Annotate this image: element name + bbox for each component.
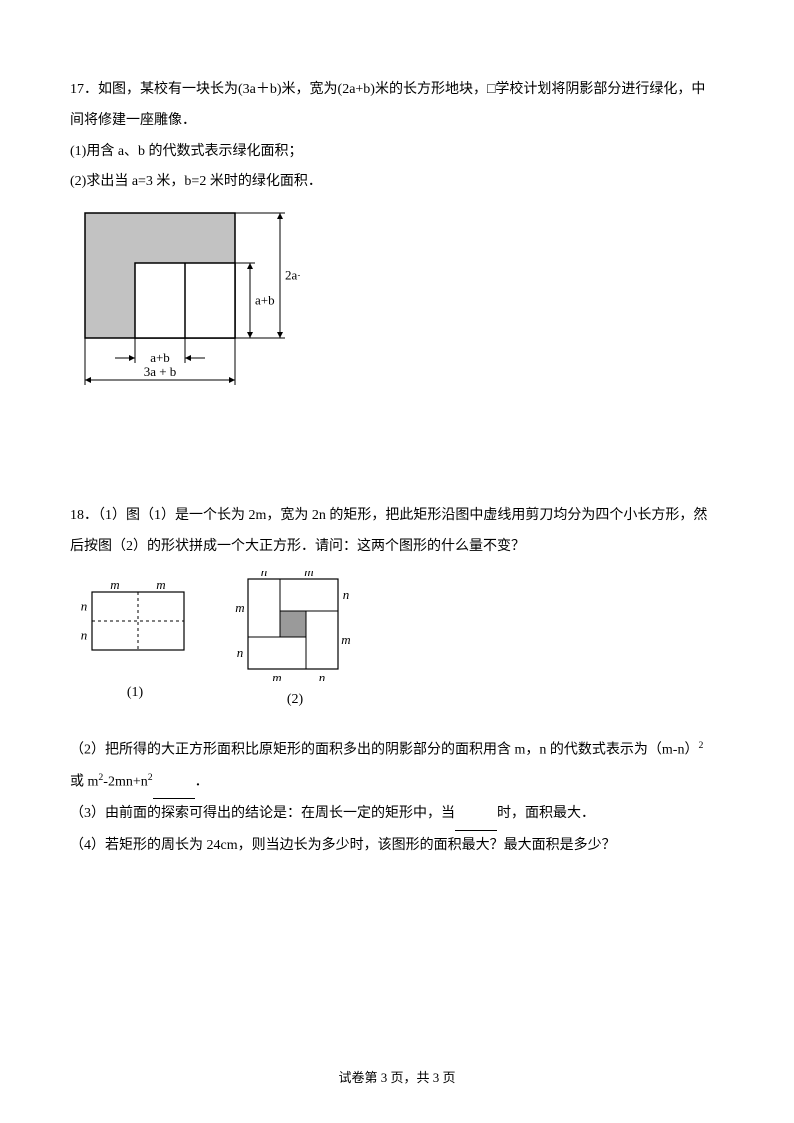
- svg-text:n: n: [261, 571, 268, 579]
- figure-17: a+b2a+ba+b3a + b: [70, 208, 724, 411]
- q17-num: 17: [70, 82, 84, 97]
- svg-text:n: n: [319, 670, 326, 681]
- q17-line1: 17．如图，某校有一块长为(3a＋b)米，宽为(2a+b)米的长方形地块，□学校…: [70, 75, 724, 106]
- svg-text:m: m: [341, 632, 350, 647]
- svg-text:3a + b: 3a + b: [144, 364, 177, 379]
- figure-18-2-svg: n m n m m n m n: [230, 571, 360, 681]
- svg-text:n: n: [237, 645, 244, 660]
- q18-p2-line2: 或 m2-2mn+n2 ．: [70, 767, 724, 799]
- q18-num: 18: [70, 508, 84, 523]
- figure-18-1: m m nn (1): [70, 578, 200, 709]
- svg-text:a+b: a+b: [255, 293, 275, 308]
- page-footer: 试卷第 3 页，共 3 页: [0, 1064, 794, 1093]
- svg-text:n: n: [81, 627, 88, 642]
- figure-18-2: n m n m m n m n (2): [230, 571, 360, 716]
- q18-line1: 18．（1）图（1）是一个长为 2m，宽为 2n 的矩形，把此矩形沿图中虚线用剪…: [70, 501, 724, 532]
- figure-18-1-caption: (1): [127, 678, 143, 709]
- q17-p1: (1)用含 a、b 的代数式表示绿化面积；: [70, 137, 724, 168]
- q18-p4: （4）若矩形的周长为 24cm，则当边长为多少时，该图形的面积最大？最大面积是多…: [70, 831, 724, 862]
- svg-text:m: m: [272, 670, 281, 681]
- svg-text:m: m: [110, 578, 119, 592]
- figure-18-1-svg: m m nn: [70, 578, 200, 674]
- q18-p2-line1: （2）把所得的大正方形面积比原矩形的面积多出的阴影部分的面积用含 m，n 的代数…: [70, 735, 724, 766]
- svg-text:n: n: [343, 587, 350, 602]
- q17-p2: (2)求出当 a=3 米，b=2 米时的绿化面积．: [70, 167, 724, 198]
- svg-text:m: m: [235, 600, 244, 615]
- q17-line2: 间将修建一座雕像．: [70, 106, 724, 137]
- q18-line2: 后按图（2）的形状拼成一个大正方形．请问：这两个图形的什么量不变？: [70, 532, 724, 563]
- problem-17: 17．如图，某校有一块长为(3a＋b)米，宽为(2a+b)米的长方形地块，□学校…: [70, 75, 724, 411]
- blank-fill-1: [153, 767, 195, 799]
- figure-18-2-caption: (2): [287, 685, 303, 716]
- problem-18: 18．（1）图（1）是一个长为 2m，宽为 2n 的矩形，把此矩形沿图中虚线用剪…: [70, 501, 724, 862]
- svg-text:m: m: [304, 571, 313, 579]
- svg-text:m: m: [156, 578, 165, 592]
- svg-text:n: n: [81, 598, 88, 613]
- svg-text:2a+b: 2a+b: [285, 268, 300, 283]
- figure-17-svg: a+b2a+ba+b3a + b: [70, 208, 300, 398]
- figure-18: mmnn (1) nmnmmnmn (2): [70, 571, 724, 716]
- q18-p3: （3）由前面的探索可得出的结论是：在周长一定的矩形中，当 时，面积最大．: [70, 799, 724, 831]
- blank-fill-2: [455, 799, 497, 831]
- q17-t1a: ．如图，某校有一块长为(3a＋b)米，宽为(2a+b)米的长方形地块，□学校计划…: [84, 82, 705, 97]
- svg-text:a+b: a+b: [150, 350, 170, 365]
